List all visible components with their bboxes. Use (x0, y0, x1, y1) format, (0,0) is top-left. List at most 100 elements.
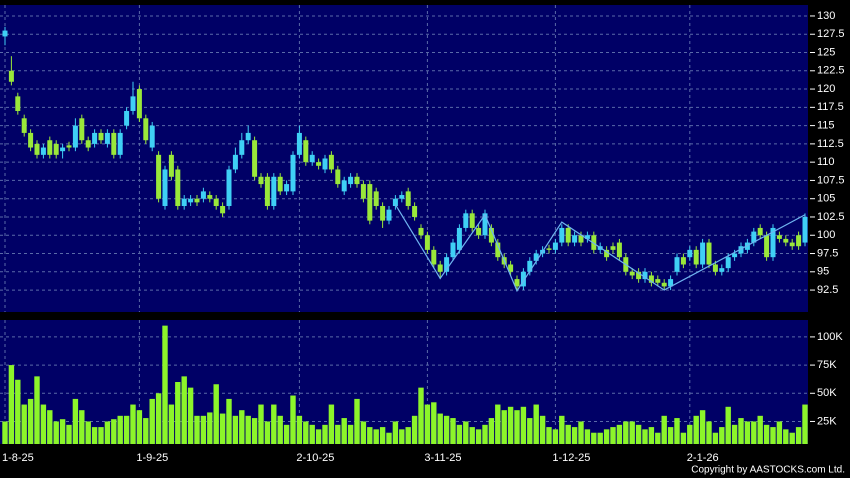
candle-body (322, 158, 328, 170)
volume-bar (207, 412, 213, 444)
volume-bar (271, 404, 277, 444)
x-tick-label: 2-10-25 (296, 452, 334, 464)
volume-bar (450, 418, 456, 444)
volume-bar (309, 424, 315, 444)
candle-body (559, 227, 565, 243)
candle-body (130, 96, 136, 111)
volume-bar (789, 432, 795, 444)
candle-body (405, 191, 411, 207)
candle-body (124, 110, 130, 126)
volume-bar (8, 365, 15, 444)
candle-body (687, 249, 693, 258)
candle-body (719, 268, 725, 272)
candle-body (514, 279, 520, 287)
volume-bar (565, 424, 571, 444)
y-tick-label: 92.5 (817, 284, 838, 296)
volume-bar (680, 432, 687, 444)
candle-body (117, 132, 123, 155)
candle-body (661, 282, 667, 287)
candle-body (604, 249, 610, 258)
volume-bar (783, 429, 789, 444)
volume-bar (552, 429, 559, 444)
volume-bar (603, 429, 610, 444)
volume-bar (47, 410, 53, 444)
candle-body (316, 162, 322, 166)
candle-body (533, 253, 539, 261)
candle-body (239, 140, 245, 155)
volume-bar (405, 427, 411, 444)
candle-body (111, 132, 117, 155)
candle-body (181, 198, 187, 207)
volume-bar (648, 427, 655, 444)
y-tick-label: 120 (817, 83, 835, 95)
candle-body (232, 154, 238, 170)
volume-bar (597, 432, 603, 444)
candle-body (8, 70, 14, 82)
candle-body (591, 235, 597, 250)
candle-body (98, 132, 104, 141)
volume-bar (15, 379, 21, 444)
volume-bar (399, 429, 405, 444)
volume-bar (322, 424, 328, 444)
candle-body (738, 246, 744, 254)
candle-body (450, 242, 456, 258)
volume-bar (335, 424, 341, 444)
candle-body (424, 235, 430, 250)
volume-bar (123, 415, 130, 444)
candle-body (188, 198, 194, 203)
candle-body (476, 227, 482, 236)
volume-bar (111, 419, 117, 444)
volume-bar (706, 421, 712, 444)
volume-bar (379, 427, 386, 444)
volume-bar (795, 427, 802, 444)
y-tick-label: 107.5 (817, 174, 845, 186)
volume-bar (277, 415, 283, 444)
candle-body (360, 184, 366, 199)
volume-bar (53, 421, 59, 444)
candle-body (348, 176, 354, 185)
candle-body (770, 227, 776, 258)
candle-body (309, 154, 315, 163)
y-tick-label: 75K (817, 359, 837, 371)
volume-bar (495, 404, 501, 444)
volume-bar (264, 421, 271, 444)
x-tick-label: 1-12-25 (552, 452, 590, 464)
volume-bar (629, 421, 635, 444)
candle-body (629, 271, 635, 276)
volume-bar (98, 427, 104, 444)
candle-body (60, 147, 66, 152)
candle-body (149, 125, 155, 148)
volume-bar (373, 429, 379, 444)
volume-bar (341, 418, 347, 444)
candle-body (796, 235, 802, 247)
volume-bar (443, 415, 450, 444)
volume-bar (59, 419, 66, 444)
volume-bar (546, 427, 552, 444)
volume-bar (303, 421, 309, 444)
candle-body (418, 227, 424, 236)
volume-bar (661, 415, 667, 444)
candle-body (15, 96, 21, 111)
volume-bar (194, 415, 200, 444)
y-tick-label: 25K (817, 415, 837, 427)
volume-bar (655, 432, 661, 444)
volume-bar (712, 432, 719, 444)
volume-bar (667, 427, 674, 444)
candle-body (757, 227, 763, 236)
candle-body (354, 176, 360, 185)
volume-bar (431, 402, 437, 444)
candle-body (642, 271, 648, 280)
candle-body (565, 227, 571, 243)
candle-body (296, 132, 302, 155)
volume-bar (149, 398, 155, 444)
volume-bar (539, 415, 546, 444)
volume-bar (187, 387, 194, 444)
volume-bar (751, 421, 757, 444)
candle-body (700, 242, 706, 265)
volume-bar (584, 429, 591, 444)
candle-body (764, 235, 770, 258)
candle-body (341, 180, 347, 192)
candle-body (335, 169, 341, 185)
candle-body (168, 154, 174, 177)
candle-body (712, 264, 718, 272)
